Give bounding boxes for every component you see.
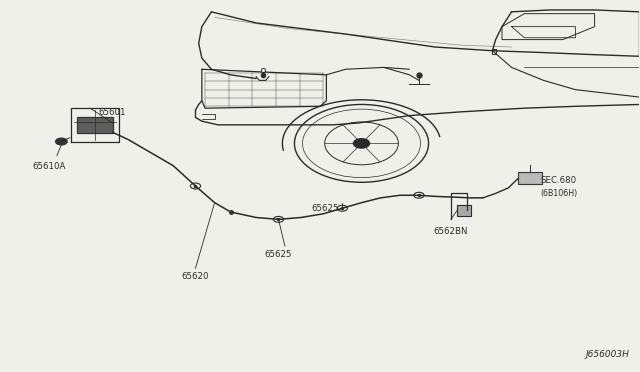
Text: (6B106H): (6B106H) (540, 189, 577, 198)
Bar (519, 173, 541, 183)
Text: 65610A: 65610A (32, 162, 65, 171)
Bar (458, 205, 471, 216)
Circle shape (353, 139, 369, 148)
Bar (458, 205, 471, 216)
Text: 65625: 65625 (265, 250, 292, 259)
Text: 6562BN: 6562BN (434, 227, 468, 236)
Text: 65620: 65620 (182, 272, 209, 281)
Text: J656003H: J656003H (586, 350, 630, 359)
Text: 65625: 65625 (312, 204, 339, 213)
Bar (77, 116, 113, 133)
Circle shape (56, 138, 67, 145)
Text: SEC.680: SEC.680 (540, 176, 577, 185)
Text: 65601: 65601 (99, 108, 126, 118)
Bar (77, 116, 113, 133)
Bar (518, 172, 542, 184)
